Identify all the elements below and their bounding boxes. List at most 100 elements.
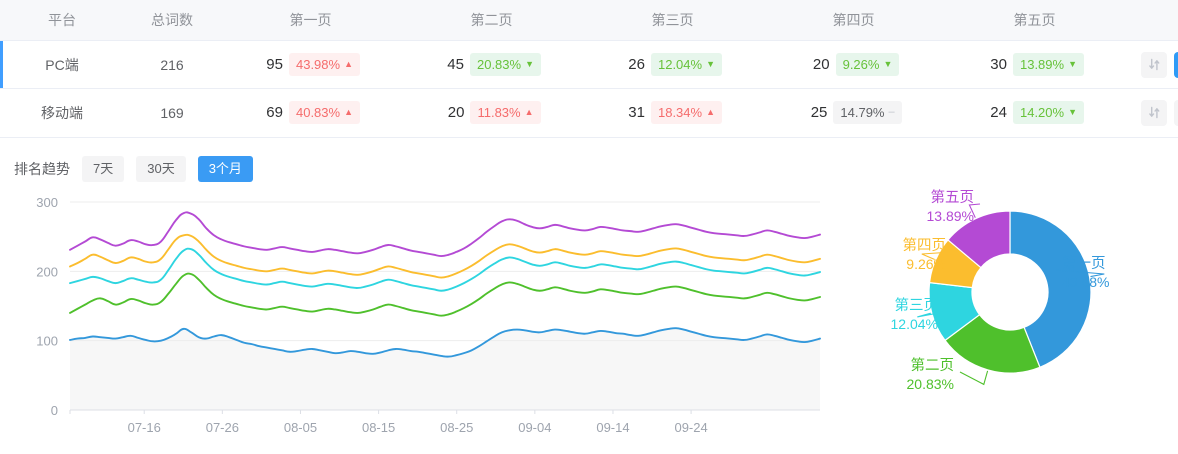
- change-badge: 14.79% –: [833, 101, 902, 125]
- line-chart-svg: 0 100 200 300 07-16 07-26 08-05 08-15 08-25 09-04…: [36, 195, 821, 435]
- page-count: 25: [810, 104, 828, 122]
- x-axis: 07-16 07-26 08-05 08-15 08-25 09-04 09-14 09-24: [69, 409, 820, 435]
- table-header: 平台 总词数 第一页 第二页 第三页 第四页 第五页: [0, 0, 1178, 41]
- actions-cell: [1125, 88, 1178, 137]
- column-header-page3[interactable]: 第三页: [582, 0, 763, 41]
- trend-title: 排名趋势: [14, 160, 70, 177]
- chart-icon-button[interactable]: [1174, 51, 1178, 78]
- change-percent: 14.20%: [1019, 105, 1065, 121]
- page-count: 31: [628, 104, 645, 122]
- column-header-page2[interactable]: 第二页: [401, 0, 582, 41]
- svg-text:08-05: 08-05: [284, 420, 317, 435]
- total-keywords-cell: 216: [124, 40, 220, 89]
- page-count: 45: [447, 56, 464, 73]
- donut-label-name: 第一页: [1062, 254, 1106, 272]
- sort-icon-button[interactable]: [1141, 99, 1167, 126]
- page-count: 20: [447, 104, 465, 122]
- page-count: 26: [628, 56, 645, 73]
- tab-30days[interactable]: 30天: [136, 155, 186, 182]
- table-row[interactable]: 移动端 169 69 40.83% ▲ 20 11.83% ▲ 31 18.34% ▲ 25 14.79…: [0, 88, 1178, 137]
- donut-slice-第五页[interactable]: [947, 209, 1011, 268]
- page-count: 24: [990, 104, 1007, 122]
- page-2-cell: 45 20.83% ▼: [401, 40, 582, 89]
- svg-text:08-25: 08-25: [440, 420, 473, 435]
- change-badge: 12.04% ▼: [650, 53, 722, 76]
- change-badge: 13.89% ▼: [1012, 53, 1084, 76]
- actions-cell: [1125, 40, 1178, 89]
- svg-text:09-14: 09-14: [596, 420, 629, 435]
- change-percent: 43.98%: [295, 57, 341, 72]
- svg-text:200: 200: [36, 264, 58, 279]
- donut-slice-第一页[interactable]: [1009, 209, 1092, 368]
- page-1-cell: 95 43.98% ▲: [220, 40, 401, 89]
- sort-icon-button[interactable]: [1141, 51, 1167, 78]
- arrow-down-icon: ▼: [1068, 59, 1077, 69]
- change-badge: 40.83% ▲: [288, 101, 360, 125]
- leader-line: [959, 370, 989, 385]
- chart-icon-button[interactable]: [1174, 99, 1178, 126]
- charts-row: 0 100 200 300 07-16 07-26 08-05 08-15 08-25 09-04…: [0, 184, 1178, 452]
- dash-icon: –: [888, 106, 895, 119]
- donut-label-value: 12.04%: [891, 316, 938, 332]
- rank-table-container: 平台 总词数 第一页 第二页 第三页 第四页 第五页 PC端 216 95 43.98…: [0, 0, 1178, 138]
- column-header-actions: [1125, 0, 1178, 41]
- page-1-cell: 69 40.83% ▲: [220, 88, 401, 137]
- series-lines: [69, 210, 821, 358]
- page-count: 95: [266, 56, 283, 73]
- actions-inner: [1125, 99, 1178, 126]
- svg-text:0: 0: [51, 403, 58, 418]
- change-percent: 12.04%: [657, 57, 703, 72]
- change-badge: 9.26% ▼: [835, 53, 900, 76]
- change-badge: 20.83% ▼: [469, 53, 541, 76]
- change-percent: 40.83%: [295, 105, 341, 121]
- page-cell-inner: 30 13.89% ▼: [944, 53, 1125, 76]
- line-series-第四页: [69, 233, 821, 279]
- trend-panel: 排名趋势 7天 30天 3个月 0 100 200 300 07-16 07-26 08-0…: [0, 137, 1178, 452]
- plot-area-fill: [70, 327, 820, 410]
- actions-inner: [1125, 51, 1178, 78]
- change-badge: 11.83% ▲: [470, 101, 541, 125]
- column-header-total[interactable]: 总词数: [124, 0, 220, 41]
- column-header-page1[interactable]: 第一页: [220, 0, 401, 41]
- line-series-第三页: [69, 247, 821, 292]
- svg-text:09-24: 09-24: [674, 420, 707, 435]
- leader-line: [968, 202, 981, 218]
- trend-toolbar: 排名趋势 7天 30天 3个月: [0, 138, 1178, 186]
- y-axis-labels: 0 100 200 300: [36, 195, 58, 418]
- svg-text:07-26: 07-26: [206, 420, 239, 435]
- svg-text:300: 300: [36, 195, 58, 210]
- tab-7days[interactable]: 7天: [82, 155, 125, 182]
- page-3-cell: 26 12.04% ▼: [582, 40, 763, 89]
- donut-label-value: 13.89%: [927, 208, 974, 224]
- change-percent: 14.79%: [840, 105, 885, 121]
- tab-3months[interactable]: 3个月: [197, 155, 253, 182]
- donut-label-name: 第三页: [895, 296, 939, 314]
- page-count: 69: [266, 104, 283, 122]
- arrow-up-icon: ▲: [706, 107, 715, 118]
- change-badge: 18.34% ▲: [650, 101, 722, 125]
- table-body: PC端 216 95 43.98% ▲ 45 20.83% ▼ 26 12.04% ▼ 20 9.26%…: [0, 40, 1178, 137]
- arrow-up-icon: ▲: [344, 59, 353, 69]
- change-percent: 9.26%: [842, 57, 880, 72]
- column-header-page5[interactable]: 第五页: [944, 0, 1125, 41]
- change-percent: 11.83%: [477, 105, 521, 121]
- column-header-platform[interactable]: 平台: [0, 0, 124, 41]
- donut-label-value: 43.98%: [1062, 274, 1109, 290]
- column-header-page4[interactable]: 第四页: [763, 0, 944, 41]
- page-cell-inner: 31 18.34% ▲: [582, 101, 763, 125]
- table-header-row: 平台 总词数 第一页 第二页 第三页 第四页 第五页: [0, 0, 1178, 41]
- svg-text:09-04: 09-04: [518, 420, 551, 435]
- donut-slice-第二页[interactable]: [944, 313, 1041, 374]
- page-distribution-donut-chart[interactable]: 第一页 43.98% 第二页 20.83% 第三页 12.04% 第四页 9.26% 第五页 13…: [838, 184, 1178, 452]
- change-badge: 43.98% ▲: [288, 53, 360, 76]
- donut-label-name: 第四页: [903, 236, 947, 254]
- rank-trend-line-chart[interactable]: 0 100 200 300 07-16 07-26 08-05 08-15 08-25 09-04…: [0, 184, 838, 452]
- arrow-up-icon: ▲: [344, 107, 353, 118]
- svg-text:08-15: 08-15: [362, 420, 395, 435]
- leader-line: [917, 310, 945, 317]
- page-cell-inner: 95 43.98% ▲: [220, 53, 401, 76]
- donut-label-value: 9.26%: [906, 256, 946, 272]
- donut-label-name: 第二页: [911, 356, 955, 374]
- table-row[interactable]: PC端 216 95 43.98% ▲ 45 20.83% ▼ 26 12.04% ▼ 20 9.26%…: [0, 40, 1178, 89]
